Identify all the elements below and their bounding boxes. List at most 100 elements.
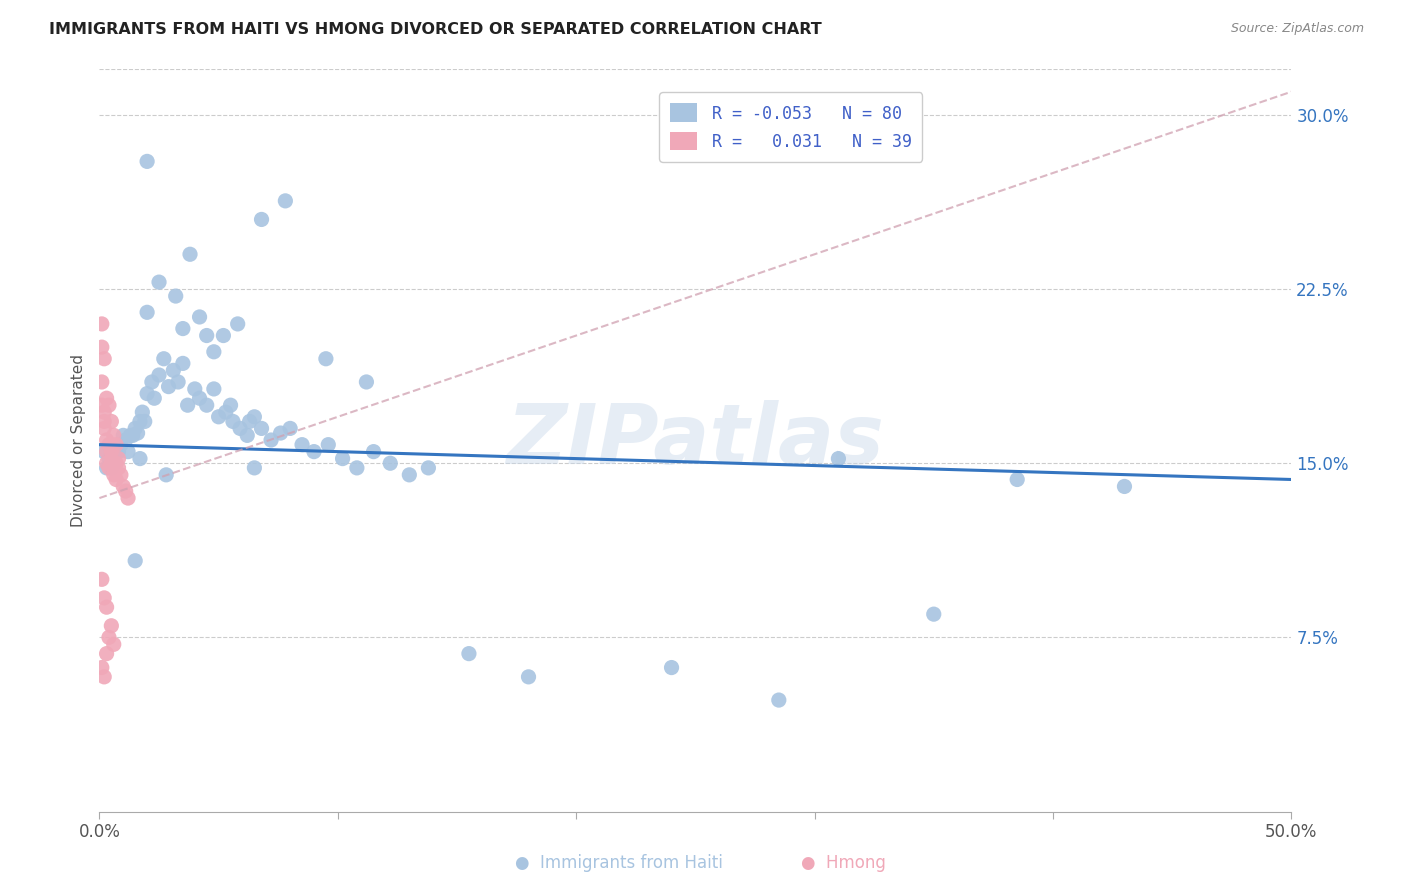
Point xyxy=(141,375,163,389)
Point xyxy=(96,391,118,405)
Point xyxy=(172,356,194,370)
Point xyxy=(100,444,122,458)
Point xyxy=(100,414,122,428)
Text: ●  Immigrants from Haiti: ● Immigrants from Haiti xyxy=(515,855,723,872)
Point xyxy=(380,456,402,470)
Point xyxy=(260,433,283,447)
Point xyxy=(143,391,166,405)
Point xyxy=(93,591,115,605)
Point xyxy=(188,310,211,324)
Point xyxy=(110,437,132,451)
Point xyxy=(124,421,146,435)
Point xyxy=(148,275,170,289)
Point xyxy=(195,398,218,412)
Point xyxy=(250,421,273,435)
Point xyxy=(188,391,211,405)
Point xyxy=(136,386,159,401)
Point xyxy=(172,321,194,335)
Point xyxy=(363,444,385,458)
Point xyxy=(236,428,259,442)
Point xyxy=(418,461,440,475)
Point xyxy=(243,461,266,475)
Point xyxy=(96,647,118,661)
Point xyxy=(270,425,292,440)
Point xyxy=(120,428,142,442)
Point xyxy=(239,414,262,428)
Point xyxy=(129,414,152,428)
Point xyxy=(162,363,184,377)
Point xyxy=(155,467,177,482)
Point xyxy=(134,414,156,428)
Point xyxy=(107,451,129,466)
Point xyxy=(105,444,128,458)
Point xyxy=(114,433,136,447)
Point xyxy=(332,451,354,466)
Point xyxy=(117,491,139,505)
Point xyxy=(98,437,121,451)
Point xyxy=(105,473,128,487)
Point xyxy=(202,382,225,396)
Point xyxy=(93,421,115,435)
Point xyxy=(229,421,252,435)
Point xyxy=(129,451,152,466)
Point xyxy=(212,328,235,343)
Point xyxy=(98,461,121,475)
Point xyxy=(103,637,125,651)
Point xyxy=(121,428,143,442)
Point xyxy=(103,467,125,482)
Y-axis label: Divorced or Separated: Divorced or Separated xyxy=(72,353,86,526)
Text: IMMIGRANTS FROM HAITI VS HMONG DIVORCED OR SEPARATED CORRELATION CHART: IMMIGRANTS FROM HAITI VS HMONG DIVORCED … xyxy=(49,22,823,37)
Point xyxy=(105,456,128,470)
Point xyxy=(136,305,159,319)
Point xyxy=(124,554,146,568)
Point xyxy=(219,398,242,412)
Point xyxy=(96,600,118,615)
Point xyxy=(98,398,121,412)
Point xyxy=(167,375,190,389)
Point xyxy=(315,351,337,366)
Point xyxy=(517,670,540,684)
Point xyxy=(96,456,118,470)
Point xyxy=(117,444,139,458)
Point xyxy=(93,670,115,684)
Point xyxy=(103,428,125,442)
Point xyxy=(278,421,301,435)
Point xyxy=(107,461,129,475)
Point xyxy=(179,247,201,261)
Point xyxy=(100,461,122,475)
Point xyxy=(90,660,112,674)
Point xyxy=(356,375,378,389)
Legend: R = -0.053   N = 80, R =   0.031   N = 39: R = -0.053 N = 80, R = 0.031 N = 39 xyxy=(659,93,922,161)
Point xyxy=(90,398,112,412)
Point xyxy=(1005,473,1028,487)
Point xyxy=(90,317,112,331)
Point xyxy=(107,444,129,458)
Point xyxy=(100,456,122,470)
Point xyxy=(458,647,481,661)
Point xyxy=(90,572,112,586)
Point xyxy=(291,437,314,451)
Point xyxy=(93,444,115,458)
Point xyxy=(195,328,218,343)
Point xyxy=(176,398,198,412)
Text: ZIPatlas: ZIPatlas xyxy=(506,400,884,481)
Point xyxy=(148,368,170,382)
Point xyxy=(222,414,245,428)
Point xyxy=(226,317,249,331)
Point xyxy=(1114,479,1136,493)
Point xyxy=(103,456,125,470)
Point xyxy=(100,619,122,633)
Point xyxy=(922,607,945,622)
Point xyxy=(93,351,115,366)
Point xyxy=(105,437,128,451)
Point xyxy=(661,660,683,674)
Point xyxy=(215,405,238,419)
Point xyxy=(184,382,207,396)
Point xyxy=(98,631,121,645)
Point xyxy=(250,212,273,227)
Point xyxy=(110,467,132,482)
Point xyxy=(112,428,135,442)
Point xyxy=(103,461,125,475)
Point xyxy=(302,444,325,458)
Point xyxy=(112,479,135,493)
